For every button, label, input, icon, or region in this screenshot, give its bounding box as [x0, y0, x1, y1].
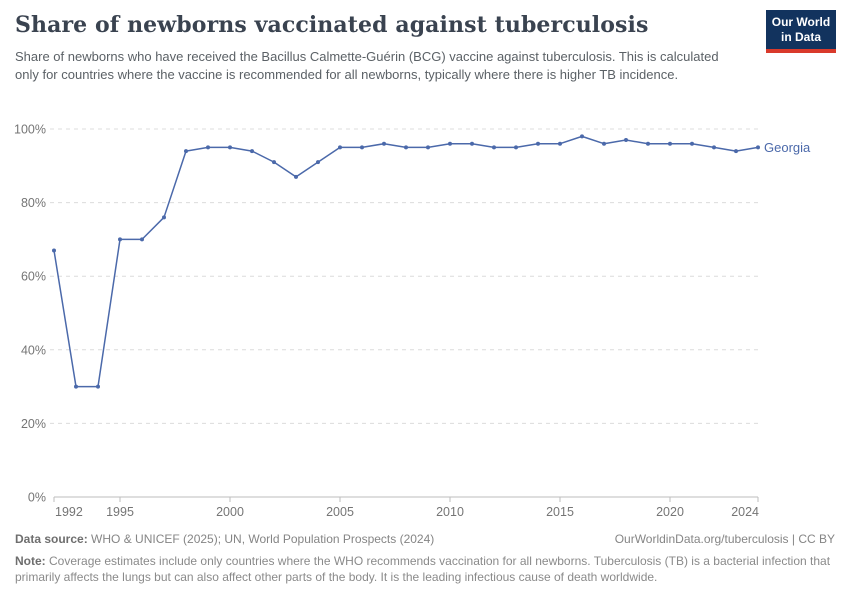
data-point[interactable] [470, 141, 474, 146]
data-point[interactable] [690, 141, 694, 146]
data-point[interactable] [140, 237, 144, 242]
y-tick-label: 40% [21, 343, 46, 357]
page-title: Share of newborns vaccinated against tub… [15, 12, 649, 38]
x-tick-label: 2024 [731, 505, 759, 519]
data-point[interactable] [382, 141, 386, 146]
data-point[interactable] [74, 384, 78, 389]
data-point[interactable] [426, 145, 430, 150]
data-point[interactable] [712, 145, 716, 150]
data-point[interactable] [316, 160, 320, 165]
data-source-text: WHO & UNICEF (2025); UN, World Populatio… [87, 532, 435, 546]
owid-logo-line2: in Data [780, 30, 821, 44]
data-point[interactable] [404, 145, 408, 150]
data-point[interactable] [360, 145, 364, 150]
data-source: Data source: WHO & UNICEF (2025); UN, Wo… [15, 532, 434, 546]
y-tick-label: 100% [14, 123, 46, 137]
data-source-label: Data source: [15, 532, 88, 546]
data-point[interactable] [272, 160, 276, 165]
data-point[interactable] [294, 174, 298, 179]
data-point[interactable] [756, 145, 760, 150]
series-label-georgia[interactable]: Georgia [764, 140, 811, 155]
chart-header: Share of newborns vaccinated against tub… [0, 0, 850, 84]
data-point[interactable] [52, 248, 56, 253]
data-point[interactable] [602, 141, 606, 146]
footnote-label: Note: [15, 554, 46, 568]
data-point[interactable] [492, 145, 496, 150]
data-point[interactable] [162, 215, 166, 220]
y-tick-label: 0% [28, 491, 46, 505]
data-point[interactable] [118, 237, 122, 242]
chart-footer: Data source: WHO & UNICEF (2025); UN, Wo… [15, 532, 835, 585]
y-tick-label: 60% [21, 270, 46, 284]
data-point[interactable] [514, 145, 518, 150]
owid-logo-line1: Our World [771, 15, 831, 29]
footnote: Note: Coverage estimates include only co… [15, 553, 835, 585]
data-point[interactable] [668, 141, 672, 146]
data-point[interactable] [536, 141, 540, 146]
y-tick-label: 80% [21, 196, 46, 210]
data-point[interactable] [338, 145, 342, 150]
chart-subtitle: Share of newborns who have received the … [15, 48, 719, 82]
x-tick-label: 2015 [546, 505, 574, 519]
x-tick-label: 1995 [106, 505, 134, 519]
data-point[interactable] [624, 138, 628, 143]
data-point[interactable] [96, 384, 100, 389]
data-point[interactable] [250, 149, 254, 154]
data-point[interactable] [734, 149, 738, 154]
data-point[interactable] [558, 141, 562, 146]
x-tick-label: 1992 [55, 505, 83, 519]
attribution-link[interactable]: OurWorldinData.org/tuberculosis | CC BY [614, 532, 835, 546]
x-tick-label: 2010 [436, 505, 464, 519]
x-tick-label: 2020 [656, 505, 684, 519]
data-line-georgia[interactable] [53, 135, 759, 388]
data-point[interactable] [228, 145, 232, 150]
data-point[interactable] [206, 145, 210, 150]
data-point[interactable] [646, 141, 650, 146]
x-tick-label: 2005 [326, 505, 354, 519]
data-point[interactable] [580, 134, 584, 139]
data-point[interactable] [448, 141, 452, 146]
x-tick-label: 2000 [216, 505, 244, 519]
y-tick-label: 20% [21, 417, 46, 431]
data-point[interactable] [184, 149, 188, 154]
line-chart-canvas[interactable]: 0% 20% 40% 60% 80% 100% 1992 1995 2000 2005 2010 20… [0, 110, 850, 530]
footnote-text: Coverage estimates include only countrie… [15, 554, 831, 584]
owid-logo[interactable]: Our World in Data [766, 10, 836, 53]
